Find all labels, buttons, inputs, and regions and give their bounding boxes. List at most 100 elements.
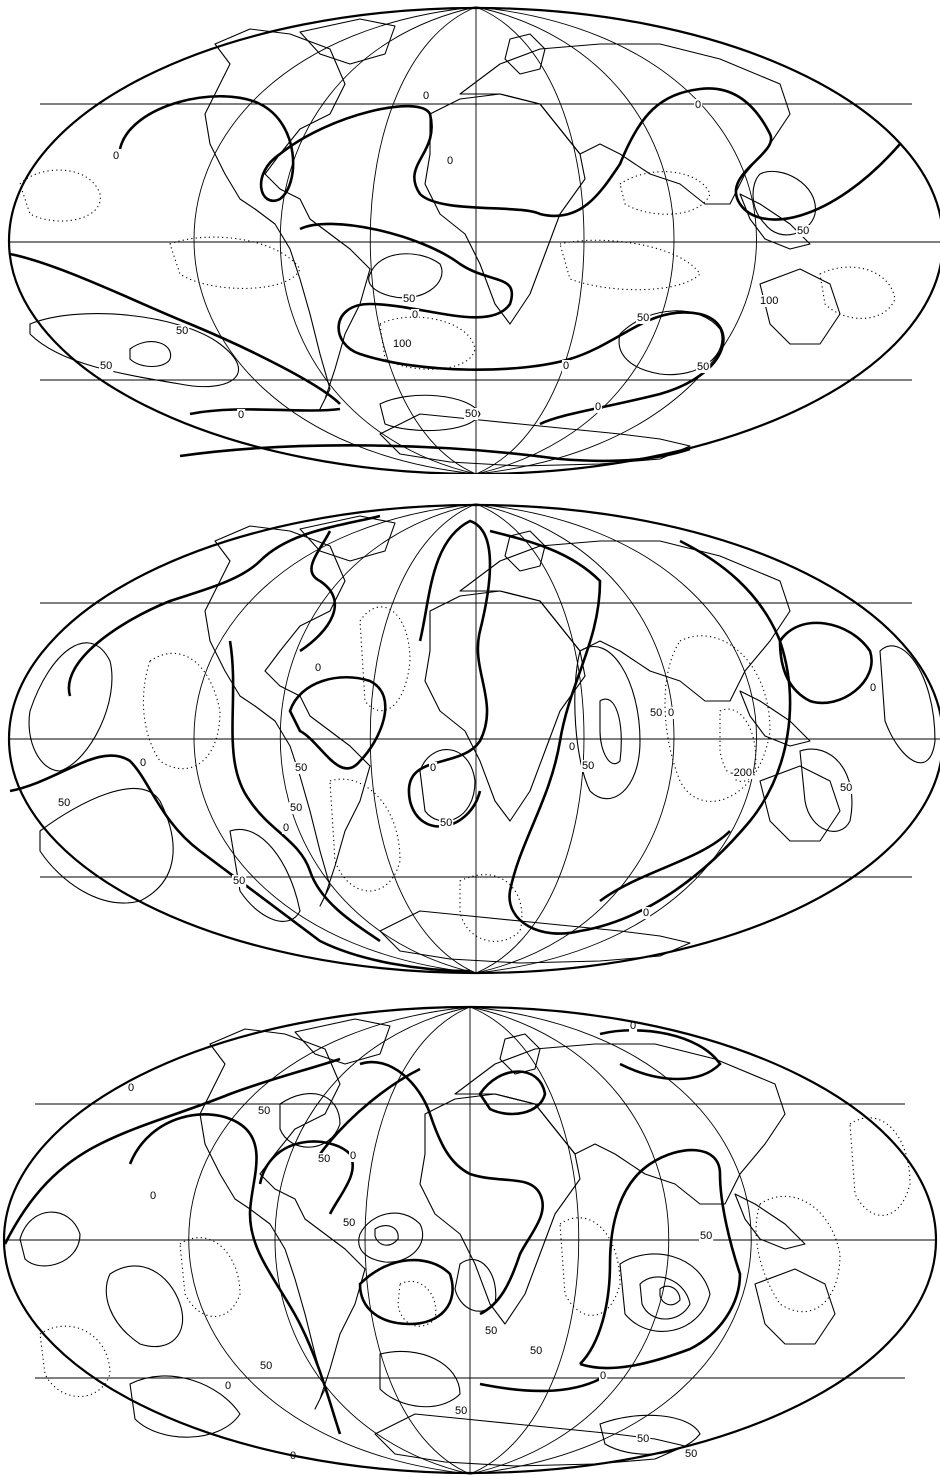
contour-label: 50 bbox=[637, 1433, 649, 1445]
contour-label: 0 bbox=[430, 762, 436, 774]
mollweide-map-1: 0 0 0 0 0 0 0 0 50 50 50 50 50 50 100 10… bbox=[8, 6, 940, 474]
contour-label: 50 bbox=[582, 760, 594, 772]
mollweide-map-3: 0 0 0 0 0 0 0 50 50 50 50 50 50 50 50 50… bbox=[2, 1005, 938, 1475]
contour-label-background bbox=[684, 1448, 699, 1460]
contour-label-background bbox=[629, 1020, 638, 1032]
contour-label-background bbox=[729, 767, 754, 779]
contour-label: 0 bbox=[128, 1082, 134, 1094]
contour-label-background bbox=[529, 1345, 544, 1357]
contour-label-background bbox=[464, 408, 479, 420]
contour-label: 50 bbox=[176, 325, 188, 337]
graticule bbox=[10, 503, 940, 974]
coastlines bbox=[204, 18, 841, 467]
mollweide-map-2: 0 0 0 0 0 0 0 0 50 50 50 50 50 50 50 50 … bbox=[8, 503, 940, 975]
contour-label-background bbox=[439, 817, 454, 829]
contour-label-background bbox=[139, 757, 148, 769]
contour-label-background bbox=[759, 295, 780, 307]
contour-label-background bbox=[294, 762, 309, 774]
contour-label: 50 bbox=[455, 1405, 467, 1417]
contour-label-background bbox=[649, 707, 664, 719]
map-panel-1: 0 0 0 0 0 0 0 0 50 50 50 50 50 50 100 10… bbox=[0, 4, 940, 474]
contour-label-background bbox=[127, 1082, 136, 1094]
contour-label-background bbox=[694, 99, 703, 111]
contour-label-background bbox=[581, 760, 596, 772]
contour-label: 50 bbox=[530, 1345, 542, 1357]
contour-label: -200 bbox=[730, 767, 752, 779]
contour-label-background bbox=[869, 682, 878, 694]
contour-label: 50 bbox=[440, 817, 452, 829]
contour-label: 50 bbox=[797, 225, 809, 237]
contour-label: 0 bbox=[140, 757, 146, 769]
contour-label-background bbox=[594, 401, 603, 413]
contour-label: 50 bbox=[258, 1105, 270, 1117]
contour-label: 100 bbox=[760, 295, 778, 307]
contour-label: 0 bbox=[447, 155, 453, 167]
contour-label-background bbox=[568, 741, 577, 753]
contour-label-background bbox=[175, 325, 190, 337]
contour-label: 0 bbox=[238, 409, 244, 421]
contour-label-background bbox=[257, 1105, 272, 1117]
contour-labels: 0 0 0 0 0 0 0 0 50 50 50 50 50 50 50 50 … bbox=[57, 662, 878, 919]
contour-label-background bbox=[314, 662, 323, 674]
graticule bbox=[5, 1006, 935, 1475]
map-panel-2: 0 0 0 0 0 0 0 0 50 50 50 50 50 50 50 50 … bbox=[0, 501, 940, 976]
coastlines bbox=[204, 515, 841, 964]
contour-label: 0 bbox=[150, 1190, 156, 1202]
contour-label-background bbox=[562, 360, 571, 372]
contour-label: 50 bbox=[650, 707, 662, 719]
map-panel-3: 0 0 0 0 0 0 0 50 50 50 50 50 50 50 50 50… bbox=[0, 1004, 940, 1476]
contour-label: 0 bbox=[423, 90, 429, 102]
contour-label-background bbox=[259, 1360, 274, 1372]
contour-label: 0 bbox=[225, 1380, 231, 1392]
contour-label-background bbox=[402, 293, 417, 305]
contour-label-background bbox=[429, 762, 438, 774]
contour-label: 0 bbox=[350, 1150, 356, 1162]
contour-label: 50 bbox=[260, 1360, 272, 1372]
contour-label: 50 bbox=[295, 762, 307, 774]
contour-label-background bbox=[446, 155, 455, 167]
contour-label: 0 bbox=[595, 401, 601, 413]
contour-label: 0 bbox=[668, 707, 674, 719]
contour-label: 0 bbox=[412, 309, 418, 321]
contour-label-background bbox=[349, 1150, 358, 1162]
contour-label-background bbox=[599, 1370, 608, 1382]
contour-label-background bbox=[57, 797, 72, 809]
contour-label-background bbox=[484, 1325, 499, 1337]
contour-label: 50 bbox=[840, 782, 852, 794]
contour-label: 0 bbox=[600, 1370, 606, 1382]
contour-label: 0 bbox=[695, 99, 701, 111]
contour-labels: 0 0 0 0 0 0 0 0 50 50 50 50 50 50 100 10… bbox=[99, 90, 811, 421]
contour-label-background bbox=[454, 1405, 469, 1417]
contour-label: 50 bbox=[685, 1448, 697, 1460]
contour-label-background bbox=[392, 338, 413, 350]
contour-label-background bbox=[149, 1190, 158, 1202]
contour-label: 0 bbox=[630, 1020, 636, 1032]
graticule bbox=[10, 6, 940, 474]
contour-label: 0 bbox=[283, 822, 289, 834]
contour-label-background bbox=[696, 361, 711, 373]
contour-label: 0 bbox=[315, 662, 321, 674]
map-boundary bbox=[2, 1005, 938, 1475]
contour-label: 50 bbox=[465, 408, 477, 420]
contour-label: 100 bbox=[393, 338, 411, 350]
contour-label-background bbox=[112, 150, 121, 162]
contour-label-background bbox=[636, 1433, 651, 1445]
contour-label-background bbox=[699, 1230, 714, 1242]
contour-label: 0 bbox=[569, 741, 575, 753]
contour-label-background bbox=[289, 802, 304, 814]
contour-label: 50 bbox=[58, 797, 70, 809]
contour-label-background bbox=[411, 309, 420, 321]
contour-label-background bbox=[642, 907, 651, 919]
contour-label: 0 bbox=[643, 907, 649, 919]
contour-label-background bbox=[839, 782, 854, 794]
contours bbox=[9, 514, 936, 973]
contour-label: 50 bbox=[100, 360, 112, 372]
map-boundary bbox=[8, 503, 940, 975]
contour-label-background bbox=[667, 707, 676, 719]
contours bbox=[3, 1028, 911, 1455]
contour-label: 50 bbox=[318, 1153, 330, 1165]
contour-label: 50 bbox=[343, 1217, 355, 1229]
map-boundary bbox=[8, 6, 940, 474]
contour-label: 50 bbox=[290, 802, 302, 814]
contour-label: 50 bbox=[233, 875, 245, 887]
